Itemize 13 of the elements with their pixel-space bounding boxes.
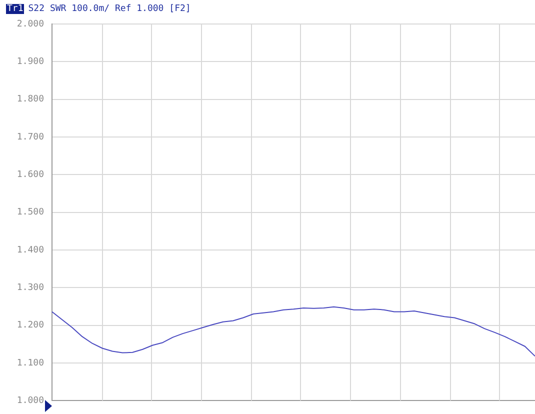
y-tick-label: 2.000 (16, 19, 44, 30)
y-tick-label: 1.300 (16, 282, 44, 293)
chart-title: S22 SWR 100.0m/ Ref 1.000 [F2] (28, 4, 191, 14)
y-tick-label: 1.200 (16, 320, 44, 331)
text: Tr1 (6, 4, 24, 14)
y-tick-label: 1.800 (16, 94, 44, 105)
y-tick-label: 1.900 (16, 57, 44, 68)
y-tick-label: 1.100 (16, 358, 44, 368)
y-tick-label: 1.000 (16, 396, 44, 406)
y-tick-label: 1.600 (16, 170, 44, 180)
y-tick-label: 1.400 (16, 245, 44, 256)
y-tick-label: 1.700 (16, 132, 44, 142)
y-tick-label: 1.500 (16, 208, 44, 218)
